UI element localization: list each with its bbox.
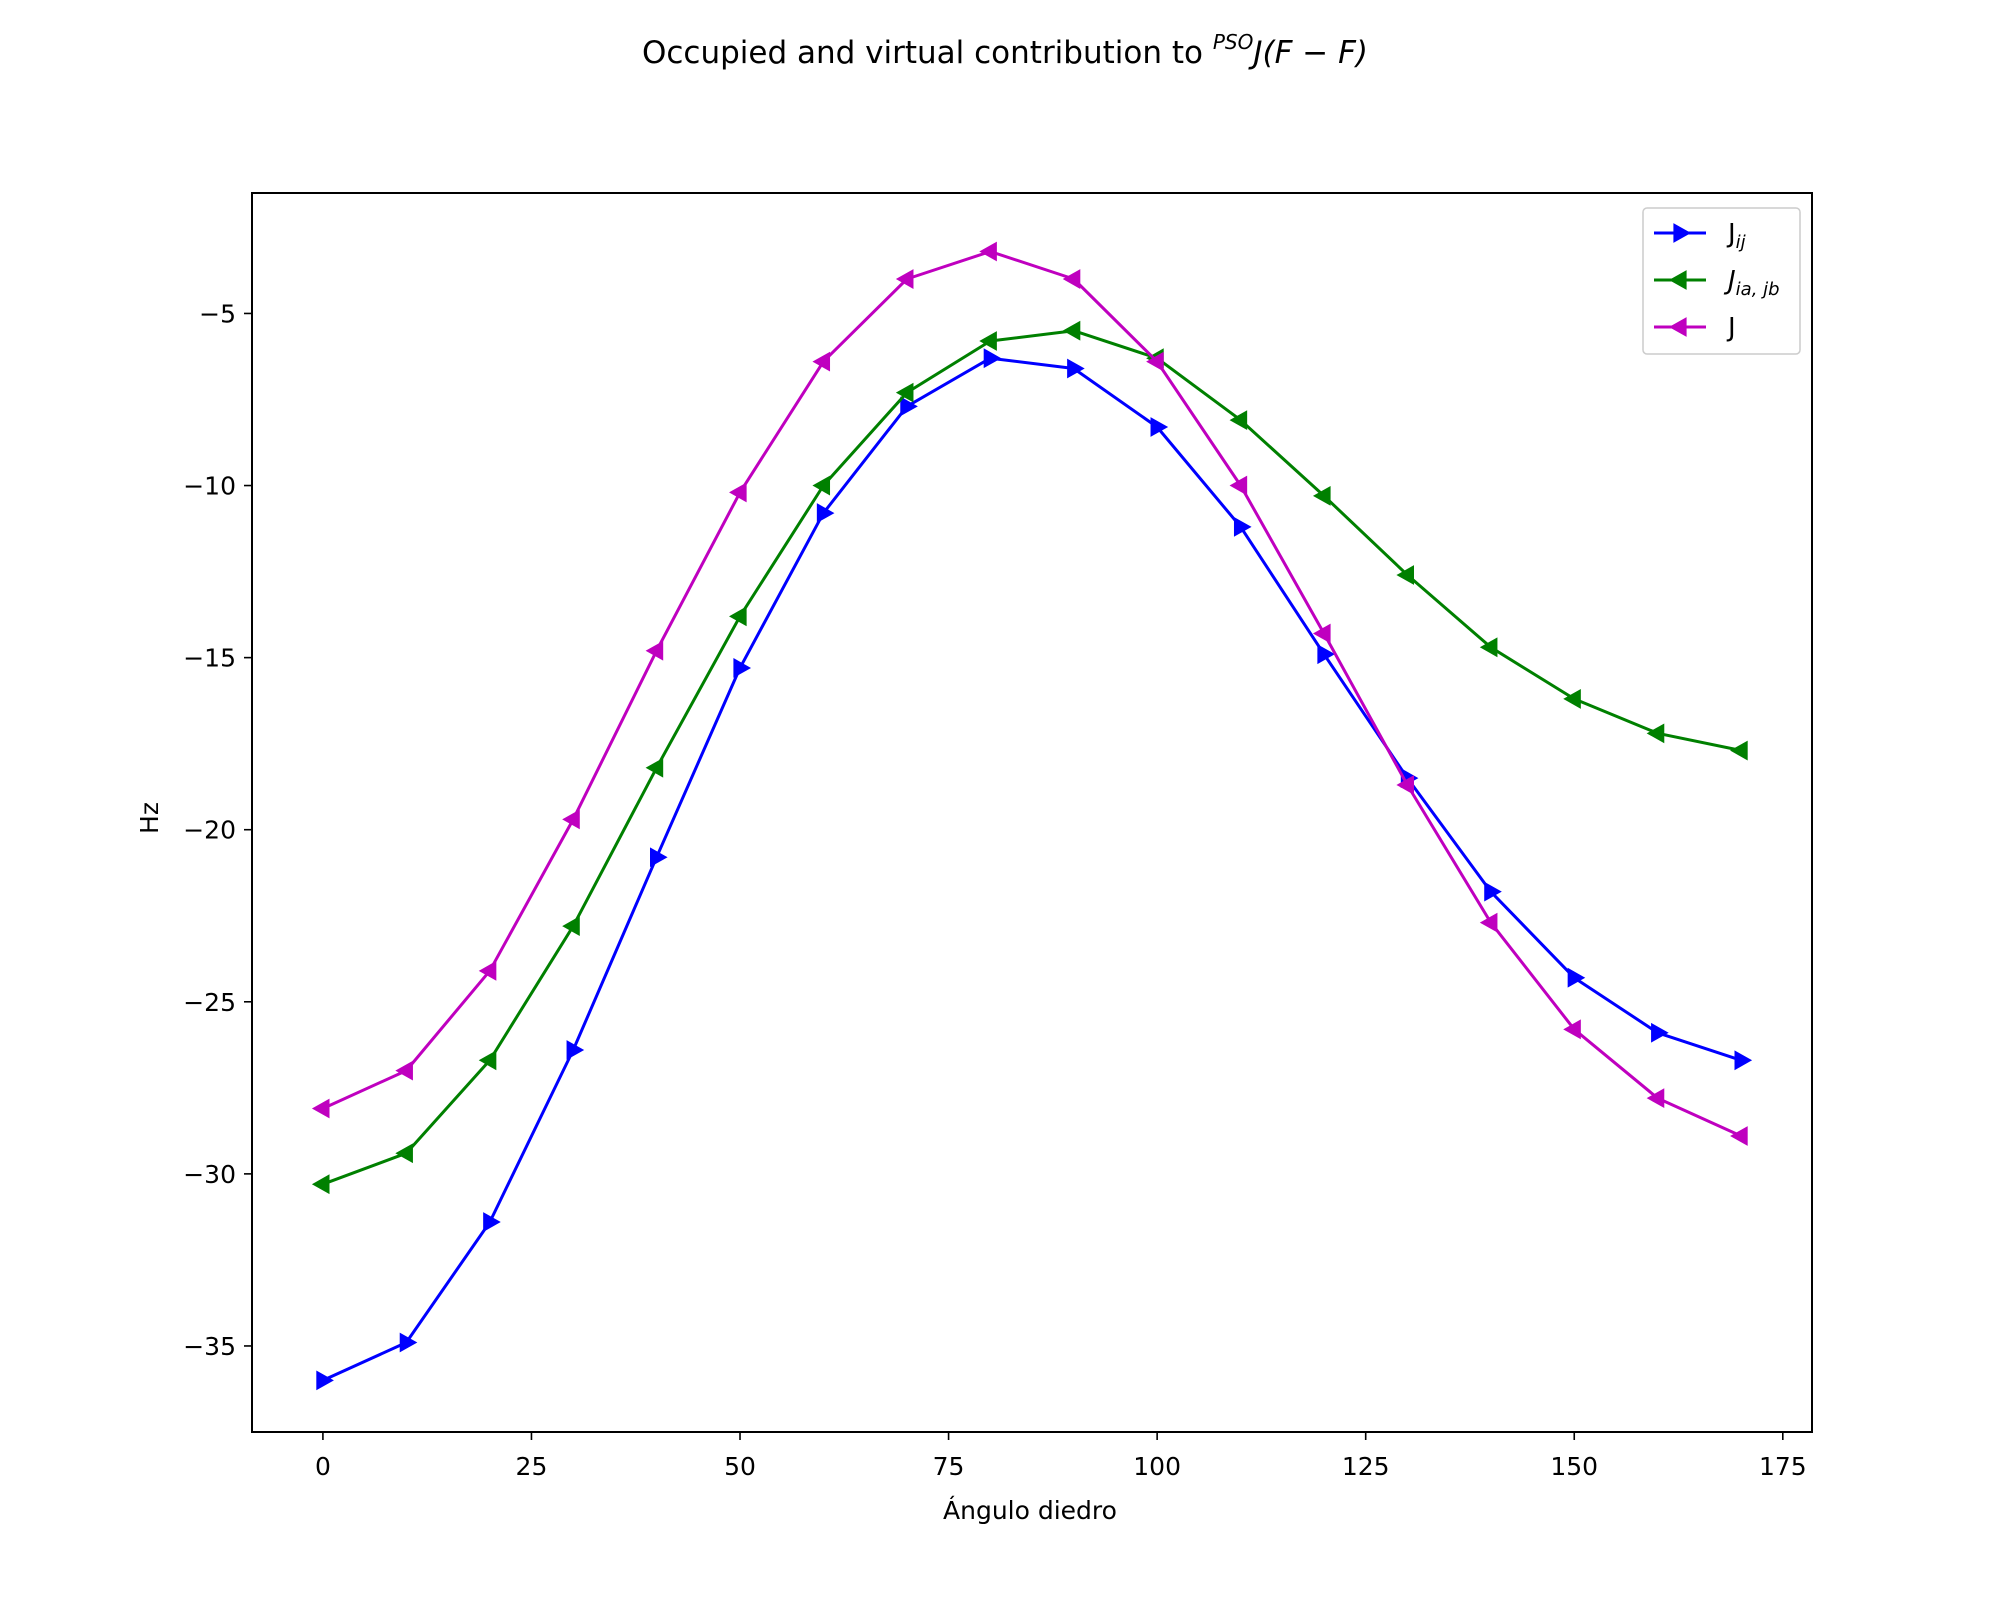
x-tick-label: 25	[516, 1452, 548, 1481]
legend-label-sub: ij	[1736, 232, 1746, 253]
y-tick-label: −5	[199, 299, 236, 328]
data-point	[1484, 881, 1502, 902]
data-point	[1062, 269, 1081, 289]
data-point	[1730, 740, 1748, 761]
y-tick-label: −10	[183, 472, 236, 501]
data-point	[645, 757, 664, 778]
series-layer	[311, 241, 1753, 1391]
data-point	[395, 1060, 413, 1081]
x-tick-label: 100	[1133, 1452, 1181, 1481]
data-point	[311, 1098, 330, 1119]
series-line	[322, 250, 1742, 1138]
x-tick-label: 0	[315, 1452, 331, 1481]
y-tick-label: −35	[183, 1332, 236, 1361]
data-point	[983, 348, 1002, 369]
data-point	[1479, 912, 1498, 933]
data-point	[562, 916, 580, 936]
data-point	[311, 1174, 330, 1195]
data-point	[895, 382, 914, 403]
data-point	[483, 1212, 501, 1232]
data-point	[649, 847, 668, 868]
x-tick-label: 125	[1342, 1452, 1390, 1481]
legend-label: J	[1726, 313, 1736, 343]
data-point	[812, 351, 831, 372]
y-tick-label: −15	[183, 644, 236, 673]
data-point	[1150, 417, 1169, 437]
data-point	[1317, 644, 1335, 665]
chart-title-math: J(F − F)	[1247, 35, 1368, 71]
chart-title-main: Occupied and virtual contribution to	[642, 35, 1213, 71]
data-point	[562, 809, 580, 830]
data-point	[1734, 1050, 1753, 1071]
data-point	[395, 1143, 413, 1164]
data-point	[645, 640, 664, 661]
data-point	[895, 269, 914, 289]
legend-label-main: J	[1726, 313, 1736, 343]
data-point	[979, 331, 997, 351]
chart-title-superscript: PSO	[1213, 30, 1254, 54]
legend-label-sub: ia, jb	[1736, 279, 1780, 300]
series-1	[311, 320, 1748, 1195]
data-point	[729, 482, 747, 503]
data-point	[478, 1050, 497, 1071]
data-point	[1067, 358, 1085, 379]
x-tick-label: 175	[1759, 1452, 1807, 1481]
data-point	[812, 475, 831, 496]
series-line	[322, 356, 1742, 1382]
y-axis-label: Hz	[135, 802, 164, 834]
x-axis-label: Ángulo diedro	[943, 1496, 1117, 1525]
data-point	[1233, 516, 1252, 537]
data-point	[1646, 1088, 1665, 1109]
series-0	[316, 348, 1753, 1391]
data-point	[1146, 351, 1164, 372]
data-point	[900, 396, 918, 417]
series-2	[311, 241, 1748, 1146]
data-point	[1730, 1126, 1748, 1146]
legend-marker	[1669, 317, 1687, 337]
data-point	[1229, 475, 1248, 496]
data-point	[1567, 967, 1586, 988]
data-point	[816, 503, 835, 523]
legend-marker	[1673, 223, 1691, 243]
data-point	[316, 1370, 334, 1391]
legend-label: Jij	[1726, 219, 1746, 253]
data-point	[478, 960, 497, 981]
y-tick-label: −25	[183, 988, 236, 1017]
data-point	[399, 1332, 418, 1353]
data-point	[1651, 1022, 1669, 1043]
data-point	[729, 606, 747, 627]
data-point	[1563, 689, 1581, 709]
legend-marker	[1669, 270, 1687, 290]
axes-layer: 0 25 50 75 100 125 150 175 −35 −30 −25 −20 −15 −10 −5	[183, 192, 1813, 1481]
legend-item: Jia, jb	[1654, 266, 1780, 300]
x-tick-label: 50	[724, 1452, 756, 1481]
y-tick-label: −30	[183, 1160, 236, 1189]
legend-label-main: J	[1726, 219, 1736, 249]
data-point	[566, 1040, 585, 1060]
y-tick-label: −20	[183, 816, 236, 845]
x-tick-label: 75	[933, 1452, 965, 1481]
data-point	[979, 241, 997, 262]
series-line	[322, 329, 1742, 1186]
data-point	[733, 658, 752, 678]
data-point	[1479, 637, 1498, 658]
legend-box	[1642, 207, 1801, 355]
data-point	[1396, 565, 1415, 585]
data-point	[1229, 410, 1248, 431]
data-point	[1646, 723, 1665, 744]
data-point	[1062, 320, 1081, 341]
legend-item: Jij	[1654, 219, 1746, 253]
plot-frame	[251, 192, 1813, 1433]
data-point	[1312, 485, 1331, 506]
x-tick-label: 150	[1550, 1452, 1598, 1481]
data-point	[1312, 623, 1331, 644]
chart-title: Occupied and virtual contribution to PSO…	[642, 30, 1368, 71]
legend-item: J	[1654, 313, 1736, 343]
data-point	[1396, 775, 1415, 795]
data-point	[1563, 1019, 1581, 1040]
